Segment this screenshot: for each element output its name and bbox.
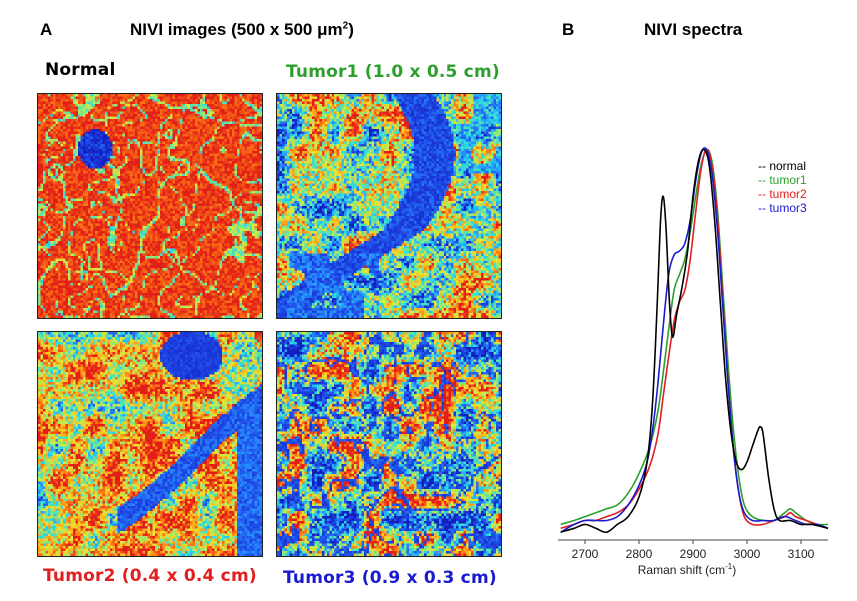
image-caption-tumor1: Tumor1 (1.0 x 0.5 cm) bbox=[286, 62, 500, 82]
x-tick-label-3000: 3000 bbox=[734, 547, 761, 561]
x-tick-label-2900: 2900 bbox=[680, 547, 707, 561]
legend-entry-tumor2: -- tumor2 bbox=[758, 187, 807, 201]
x-axis-label: Raman shift (cm-1) bbox=[638, 562, 736, 577]
image-caption-tumor2: Tumor2 (0.4 x 0.4 cm) bbox=[43, 566, 257, 586]
panel-a-letter: A bbox=[40, 20, 53, 39]
panel-b-letter: B bbox=[562, 20, 575, 39]
panel-a-heading-sup: 2 bbox=[342, 20, 349, 32]
legend-entry-tumor3: -- tumor3 bbox=[758, 201, 807, 215]
panel-a-heading-end: ) bbox=[348, 20, 354, 39]
panel-b-heading: NIVI spectra bbox=[644, 20, 743, 39]
nivi-image-tumor2-canvas bbox=[38, 332, 262, 556]
nivi-image-tumor1-canvas bbox=[277, 94, 501, 318]
panel-a-heading: NIVI images (500 x 500 μm2) bbox=[130, 20, 354, 40]
x-tick-label-3100: 3100 bbox=[788, 547, 815, 561]
nivi-image-normal-canvas bbox=[38, 94, 262, 318]
nivi-image-tumor3 bbox=[276, 331, 502, 557]
nivi-spectra-chart: 2700 2800 2900 3000 3100 Raman shift (cm-1) --… bbox=[558, 147, 829, 577]
legend-entry-normal: -- normal bbox=[758, 159, 806, 173]
nivi-image-tumor2 bbox=[37, 331, 263, 557]
nivi-image-tumor3-canvas bbox=[277, 332, 501, 556]
nivi-image-tumor1 bbox=[276, 93, 502, 319]
x-tick-label-2800: 2800 bbox=[626, 547, 653, 561]
panel-a-heading-text: NIVI images (500 x 500 μm bbox=[130, 20, 343, 39]
x-tick-label-2700: 2700 bbox=[572, 547, 599, 561]
nivi-image-normal bbox=[37, 93, 263, 319]
image-caption-tumor3: Tumor3 (0.9 x 0.3 cm) bbox=[283, 568, 497, 588]
legend-entry-tumor1: -- tumor1 bbox=[758, 173, 807, 187]
image-caption-normal: Normal bbox=[45, 60, 116, 80]
series-line-normal bbox=[560, 148, 829, 534]
